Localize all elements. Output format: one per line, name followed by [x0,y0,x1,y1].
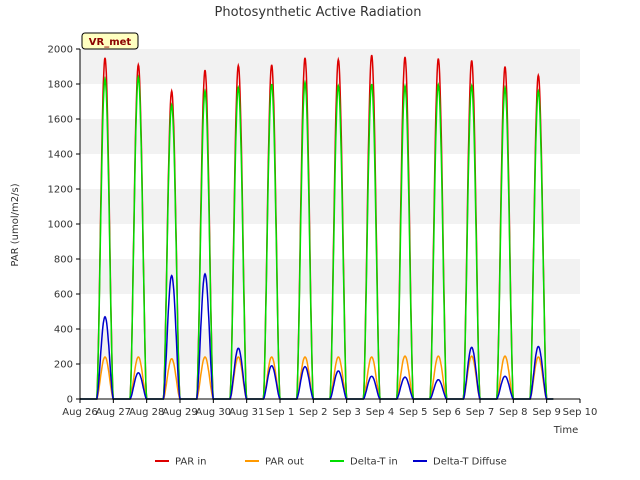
legend-label: Delta-T Diffuse [433,457,507,468]
x-tick-label: Aug 28 [129,407,164,418]
grid-band [80,189,580,224]
y-tick-label: 0 [67,395,73,406]
y-tick-label: 1600 [48,115,73,126]
legend-label: PAR out [265,457,304,468]
x-tick-label: Sep 2 [299,407,327,418]
x-tick-label: Sep 6 [432,407,460,418]
y-tick-label: 1200 [48,185,73,196]
x-tick-label: Sep 5 [399,407,427,418]
legend-label: PAR in [175,457,206,468]
grid-band [80,224,580,259]
legend: PAR in PAR out Delta-T in Delta-T Diffuse [155,457,507,468]
x-tick-label: Sep 10 [563,407,598,418]
x-tick-label: Aug 30 [196,407,231,418]
y-tick-label: 2000 [48,45,73,56]
x-tick-label: Aug 27 [96,407,131,418]
y-tick-label: 600 [54,290,73,301]
annotation-text: VR_met [89,37,132,48]
x-axis-label: Time [553,425,578,436]
x-tick-label: Sep 9 [532,407,560,418]
grid-band [80,49,580,84]
y-tick-label: 400 [54,325,73,336]
x-tick-label: Sep 1 [266,407,294,418]
grid-band [80,259,580,294]
x-tick-label: Aug 29 [162,407,197,418]
x-tick-label: Sep 4 [366,407,394,418]
grid-band [80,84,580,119]
grid-band [80,329,580,364]
x-tick-label: Aug 31 [229,407,264,418]
x-tick-label: Sep 7 [466,407,494,418]
grid-band [80,154,580,189]
axes: 0 200 400 600 800 1000 1200 1400 1600 1800 2000 Aug… [48,45,598,419]
y-tick-label: 200 [54,360,73,371]
y-tick-label: 1800 [48,80,73,91]
x-tick-label: Aug 26 [62,407,97,418]
y-tick-label: 800 [54,255,73,266]
y-tick-label: 1400 [48,150,73,161]
x-tick-label: Sep 8 [499,407,527,418]
grid-band [80,119,580,154]
annotation-badge: VR_met [81,32,139,50]
grid-bands [80,49,580,399]
grid-band [80,294,580,329]
annotation-box [81,32,139,50]
x-tick-label: Sep 3 [332,407,360,418]
chart-title: Photosynthetic Active Radiation [215,5,422,20]
y-tick-label: 1000 [48,220,73,231]
y-axis-label: PAR (umol/m2/s) [10,183,21,266]
legend-label: Delta-T in [350,457,398,468]
